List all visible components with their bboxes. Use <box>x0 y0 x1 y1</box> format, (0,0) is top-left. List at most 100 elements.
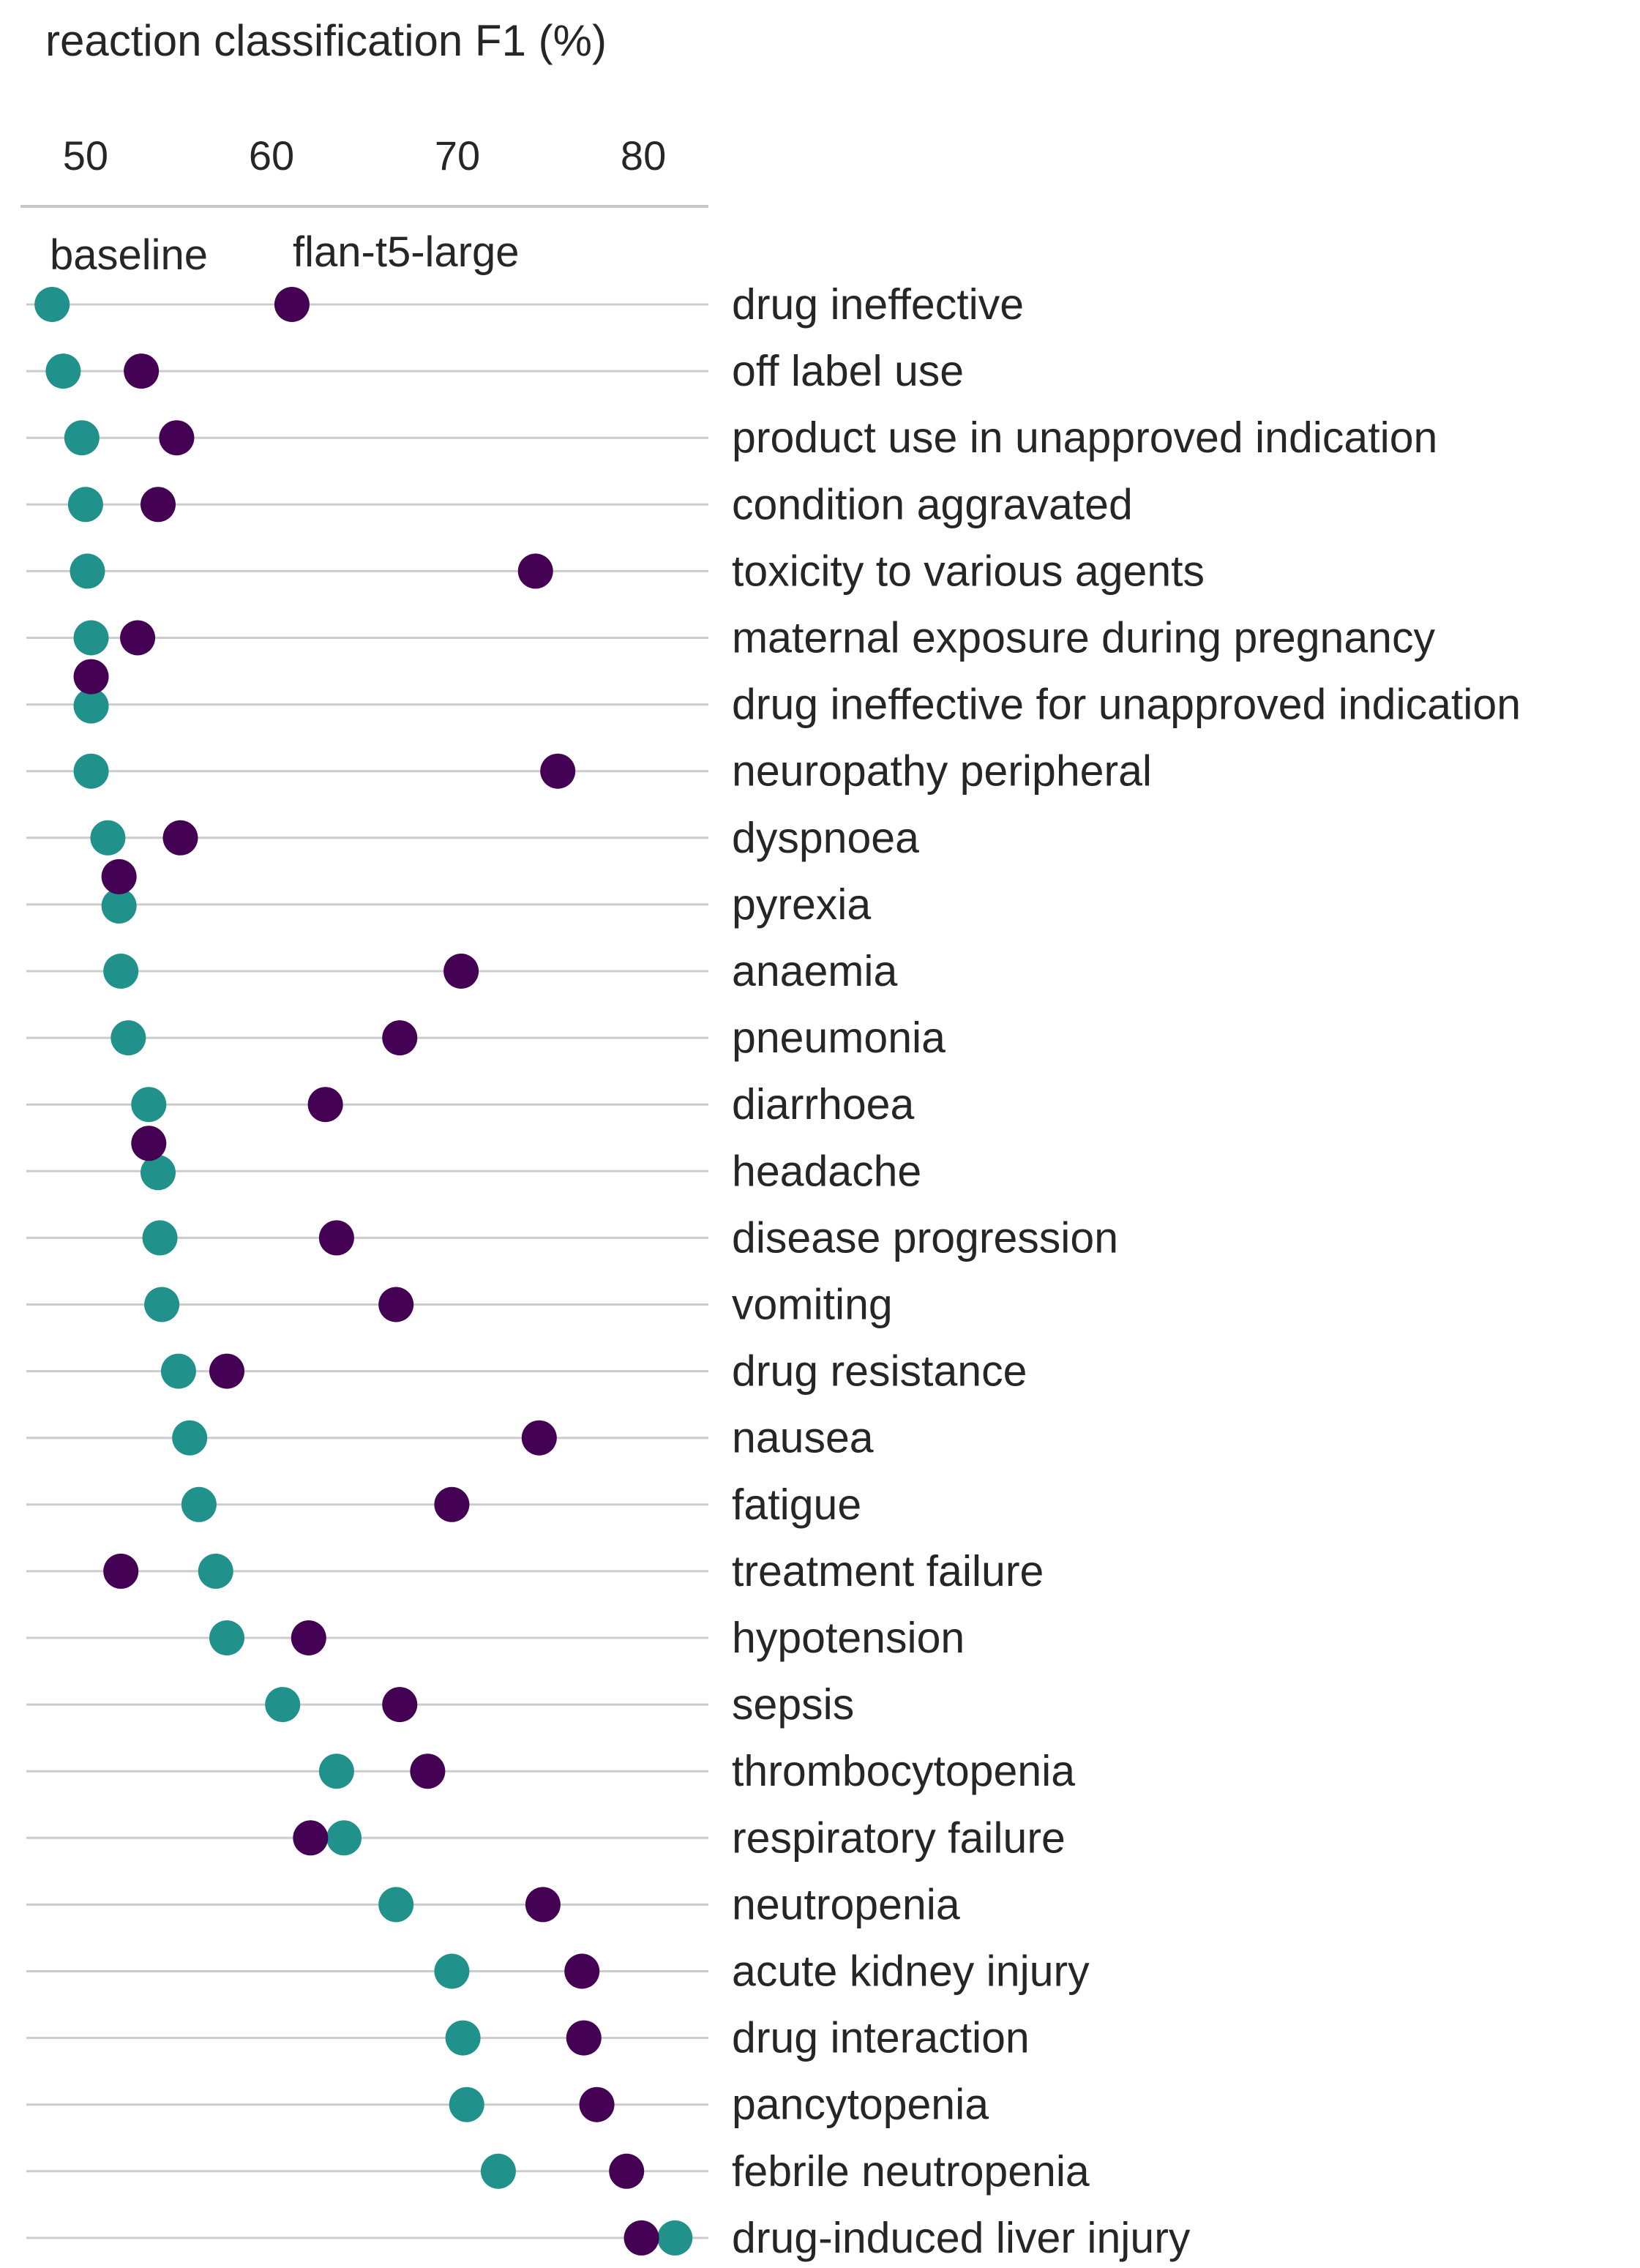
category-label-drug-induced-liver-injury: drug-induced liver injury <box>732 2214 1191 2262</box>
category-rows <box>26 303 708 2239</box>
point-baseline-product-use-in-unapproved-indication <box>64 420 100 456</box>
category-label-fatigue: fatigue <box>732 1481 861 1529</box>
point-baseline-pyrexia <box>101 888 137 924</box>
point-flan-t5-large-toxicity-to-various-agents <box>517 553 553 589</box>
category-label-thrombocytopenia: thrombocytopenia <box>732 1747 1075 1795</box>
category-label-drug-ineffective: drug ineffective <box>732 280 1024 329</box>
category-label-vomiting: vomiting <box>732 1281 893 1329</box>
point-flan-t5-large-treatment-failure <box>103 1553 139 1589</box>
point-flan-t5-large-pneumonia <box>382 1020 418 1056</box>
category-label-toxicity-to-various-agents: toxicity to various agents <box>732 547 1205 595</box>
point-flan-t5-large-drug-induced-liver-injury <box>624 2220 659 2256</box>
point-flan-t5-large-fatigue <box>434 1486 470 1522</box>
legend: baseline flan-t5-large <box>50 228 519 279</box>
point-baseline-pneumonia <box>111 1020 146 1056</box>
point-baseline-acute-kidney-injury <box>434 1953 470 1989</box>
point-baseline-anaemia <box>103 954 139 989</box>
x-tick-label-50: 50 <box>63 132 108 179</box>
point-baseline-neutropenia <box>378 1887 414 1923</box>
legend-label-flan-t5-large: flan-t5-large <box>293 228 519 276</box>
category-label-condition-aggravated: condition aggravated <box>732 480 1133 528</box>
point-baseline-neuropathy-peripheral <box>73 753 109 789</box>
category-label-product-use-in-unapproved-indication: product use in unapproved indication <box>732 413 1437 462</box>
category-label-drug-resistance: drug resistance <box>732 1347 1027 1396</box>
category-label-acute-kidney-injury: acute kidney injury <box>732 1947 1090 1996</box>
category-label-treatment-failure: treatment failure <box>732 1547 1044 1595</box>
category-label-drug-ineffective-for-unapproved-indication: drug ineffective for unapproved indicati… <box>732 681 1521 729</box>
point-baseline-dyspnoea <box>90 820 126 856</box>
category-label-sepsis: sepsis <box>732 1680 854 1729</box>
x-tick-label-80: 80 <box>621 132 666 179</box>
point-flan-t5-large-drug-ineffective <box>274 287 310 322</box>
category-label-pyrexia: pyrexia <box>732 880 871 929</box>
point-flan-t5-large-febrile-neutropenia <box>609 2153 645 2189</box>
legend-label-baseline: baseline <box>50 231 208 279</box>
point-baseline-drug-ineffective-for-unapproved-indication <box>73 688 109 724</box>
point-flan-t5-large-thrombocytopenia <box>410 1754 446 1789</box>
category-label-dyspnoea: dyspnoea <box>732 814 919 862</box>
point-flan-t5-large-neutropenia <box>525 1887 561 1923</box>
point-flan-t5-large-nausea <box>521 1420 557 1456</box>
category-label-nausea: nausea <box>732 1414 874 1462</box>
point-baseline-drug-interaction <box>445 2020 481 2056</box>
point-baseline-headache <box>141 1155 176 1191</box>
point-flan-t5-large-drug-resistance <box>209 1353 244 1389</box>
point-flan-t5-large-diarrhoea <box>307 1087 343 1123</box>
point-flan-t5-large-neuropathy-peripheral <box>540 753 576 789</box>
chart-title: reaction classification F1 (%) <box>45 16 607 65</box>
category-label-disease-progression: disease progression <box>732 1213 1118 1262</box>
point-baseline-nausea <box>172 1420 208 1456</box>
point-baseline-thrombocytopenia <box>318 1754 354 1789</box>
category-label-drug-interaction: drug interaction <box>732 2014 1030 2062</box>
x-tick-label-60: 60 <box>249 132 294 179</box>
category-label-diarrhoea: diarrhoea <box>732 1080 914 1129</box>
category-label-maternal-exposure-during-pregnancy: maternal exposure during pregnancy <box>732 614 1435 662</box>
x-tick-label-70: 70 <box>435 132 480 179</box>
point-flan-t5-large-condition-aggravated <box>141 487 176 523</box>
category-label-off-label-use: off label use <box>732 347 964 395</box>
data-points <box>34 287 693 2256</box>
category-label-pneumonia: pneumonia <box>732 1014 946 1062</box>
category-label-headache: headache <box>732 1147 921 1195</box>
point-flan-t5-large-pancytopenia <box>579 2087 615 2122</box>
point-baseline-drug-induced-liver-injury <box>657 2220 693 2256</box>
point-flan-t5-large-dyspnoea <box>162 820 198 856</box>
point-flan-t5-large-pyrexia <box>101 858 137 894</box>
point-baseline-sepsis <box>265 1687 301 1723</box>
point-flan-t5-large-maternal-exposure-during-pregnancy <box>120 620 156 656</box>
point-flan-t5-large-respiratory-failure <box>293 1820 329 1856</box>
series-flan-t5-large <box>73 287 659 2256</box>
point-baseline-drug-resistance <box>160 1353 196 1389</box>
point-flan-t5-large-off-label-use <box>124 353 160 389</box>
point-baseline-pancytopenia <box>449 2087 484 2122</box>
point-baseline-treatment-failure <box>198 1553 233 1589</box>
point-flan-t5-large-product-use-in-unapproved-indication <box>159 420 195 456</box>
category-label-febrile-neutropenia: febrile neutropenia <box>732 2147 1090 2196</box>
point-flan-t5-large-vomiting <box>378 1287 414 1322</box>
point-baseline-diarrhoea <box>131 1087 167 1123</box>
category-label-neutropenia: neutropenia <box>732 1880 960 1928</box>
category-label-hypotension: hypotension <box>732 1614 965 1662</box>
series-baseline <box>34 287 693 2256</box>
point-flan-t5-large-anaemia <box>443 954 479 989</box>
point-baseline-febrile-neutropenia <box>480 2153 516 2189</box>
point-baseline-off-label-use <box>45 353 81 389</box>
point-baseline-disease-progression <box>142 1220 178 1256</box>
point-flan-t5-large-hypotension <box>291 1620 326 1655</box>
point-flan-t5-large-disease-progression <box>318 1220 354 1256</box>
point-baseline-fatigue <box>181 1486 217 1522</box>
point-flan-t5-large-sepsis <box>382 1687 418 1723</box>
point-flan-t5-large-acute-kidney-injury <box>564 1953 600 1989</box>
point-baseline-respiratory-failure <box>326 1820 362 1856</box>
category-label-anaemia: anaemia <box>732 947 898 995</box>
point-baseline-drug-ineffective <box>34 287 70 322</box>
point-baseline-condition-aggravated <box>67 487 103 523</box>
point-baseline-vomiting <box>144 1287 180 1322</box>
point-baseline-maternal-exposure-during-pregnancy <box>73 620 109 656</box>
x-axis-ticks: 50 60 70 80 <box>63 132 666 179</box>
point-flan-t5-large-headache <box>131 1126 167 1161</box>
category-label-respiratory-failure: respiratory failure <box>732 1814 1066 1862</box>
point-baseline-toxicity-to-various-agents <box>70 553 105 589</box>
category-label-pancytopenia: pancytopenia <box>732 2081 989 2129</box>
